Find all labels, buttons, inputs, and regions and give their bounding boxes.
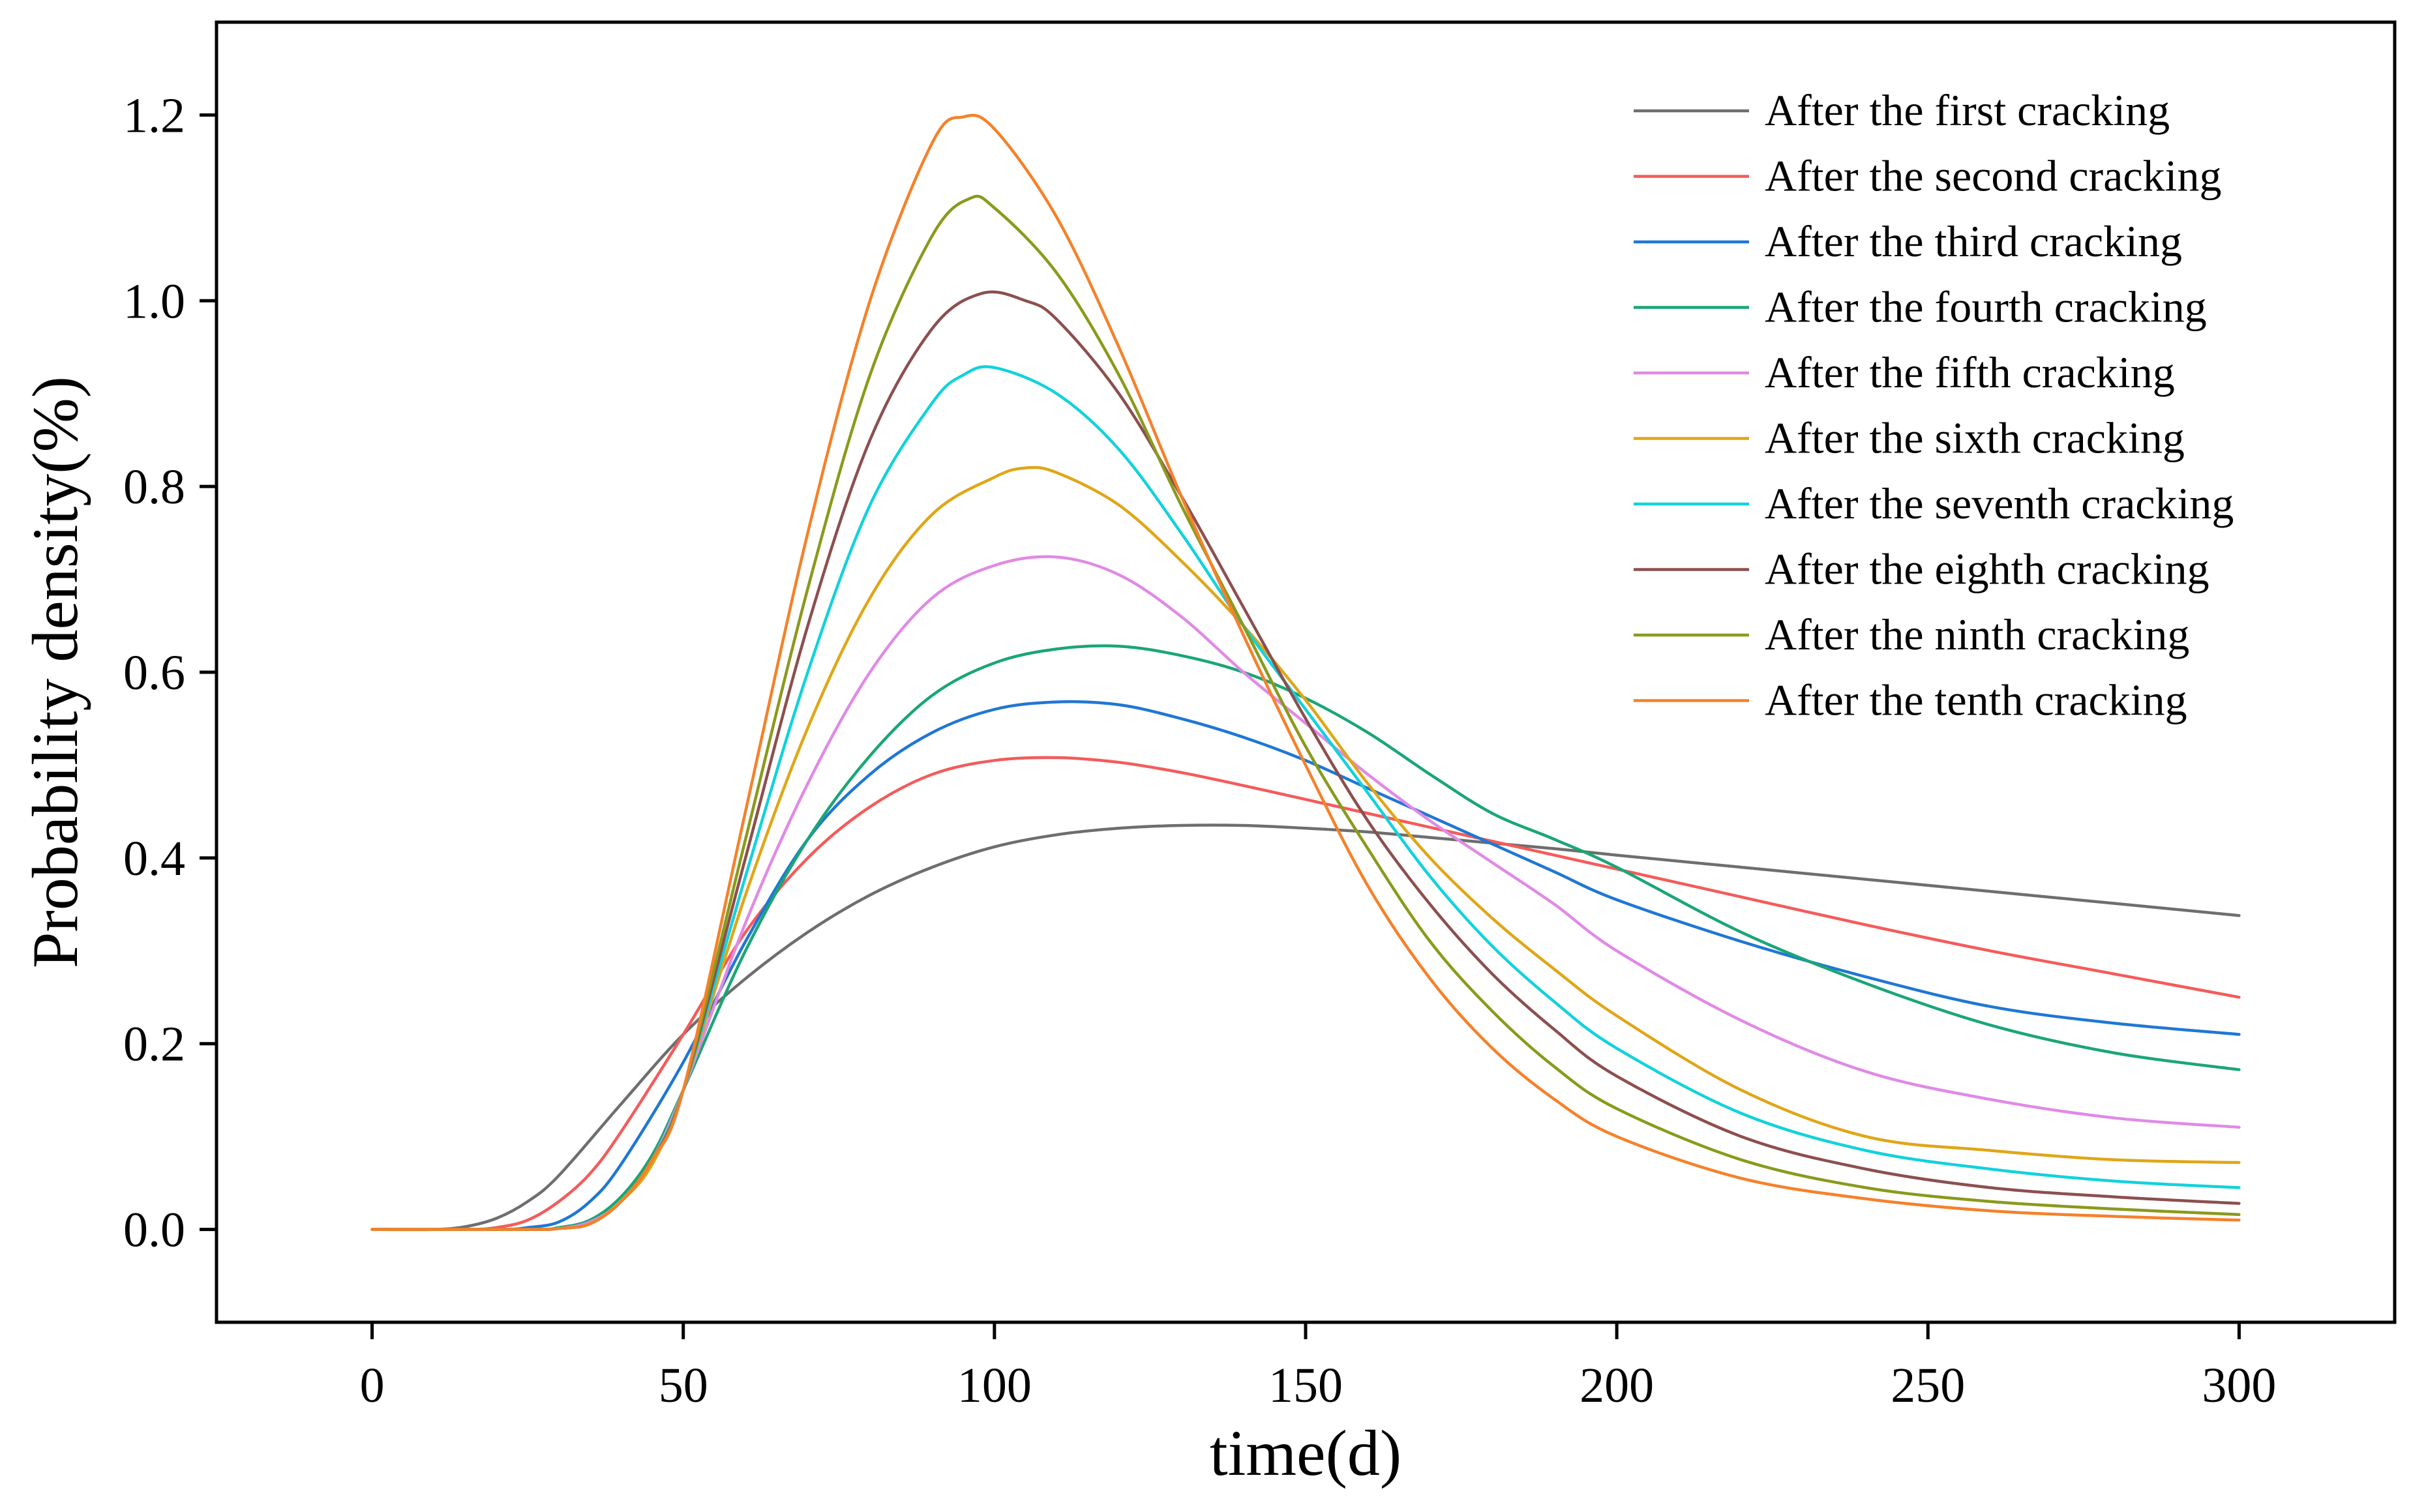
legend-label-10: After the tenth cracking	[1765, 675, 2187, 725]
series-line-4	[370, 644, 2241, 1232]
x-tick-label: 150	[1268, 1358, 1343, 1413]
series-line-3	[370, 700, 2241, 1232]
x-tick-label: 100	[957, 1358, 1032, 1413]
legend-label-4: After the fourth cracking	[1765, 282, 2207, 332]
legend-label-1: After the first cracking	[1765, 85, 2170, 135]
y-tick-label: 0.6	[123, 645, 185, 700]
y-tick-label: 1.2	[123, 88, 185, 143]
x-tick-label: 250	[1891, 1358, 1965, 1413]
legend-label-3: After the third cracking	[1765, 216, 2182, 266]
y-tick-label: 1.0	[123, 274, 185, 329]
series-line-1	[370, 823, 2241, 1232]
legend-label-8: After the eighth cracking	[1765, 544, 2209, 594]
legend-label-2: After the second cracking	[1765, 151, 2221, 201]
y-tick-label: 0.0	[123, 1203, 185, 1258]
y-tick-label: 0.2	[123, 1017, 185, 1072]
x-tick-label: 200	[1580, 1358, 1654, 1413]
y-axis: 0.0 0.2 0.4 0.6 0.8 1.0 1.2	[123, 88, 217, 1258]
x-axis-title: time(d)	[1210, 1417, 1401, 1489]
series-line-10	[370, 113, 2241, 1231]
x-tick-label: 300	[2202, 1358, 2276, 1413]
x-tick-label: 50	[659, 1358, 708, 1413]
x-axis: 0 50 100 150 200 250 300	[360, 1322, 2276, 1413]
series-layer	[370, 113, 2241, 1232]
legend-label-9: After the ninth cracking	[1765, 610, 2189, 659]
y-axis-title: Probability density(%)	[19, 376, 91, 968]
legend-label-5: After the fifth cracking	[1765, 348, 2175, 397]
x-tick-label: 0	[360, 1358, 385, 1413]
series-line-2	[370, 756, 2241, 1232]
y-tick-label: 0.4	[123, 831, 185, 886]
legend: After the first cracking After the second…	[1634, 85, 2234, 725]
legend-label-6: After the sixth cracking	[1765, 413, 2185, 463]
y-tick-label: 0.8	[123, 460, 185, 514]
legend-label-7: After the seventh cracking	[1765, 479, 2234, 528]
